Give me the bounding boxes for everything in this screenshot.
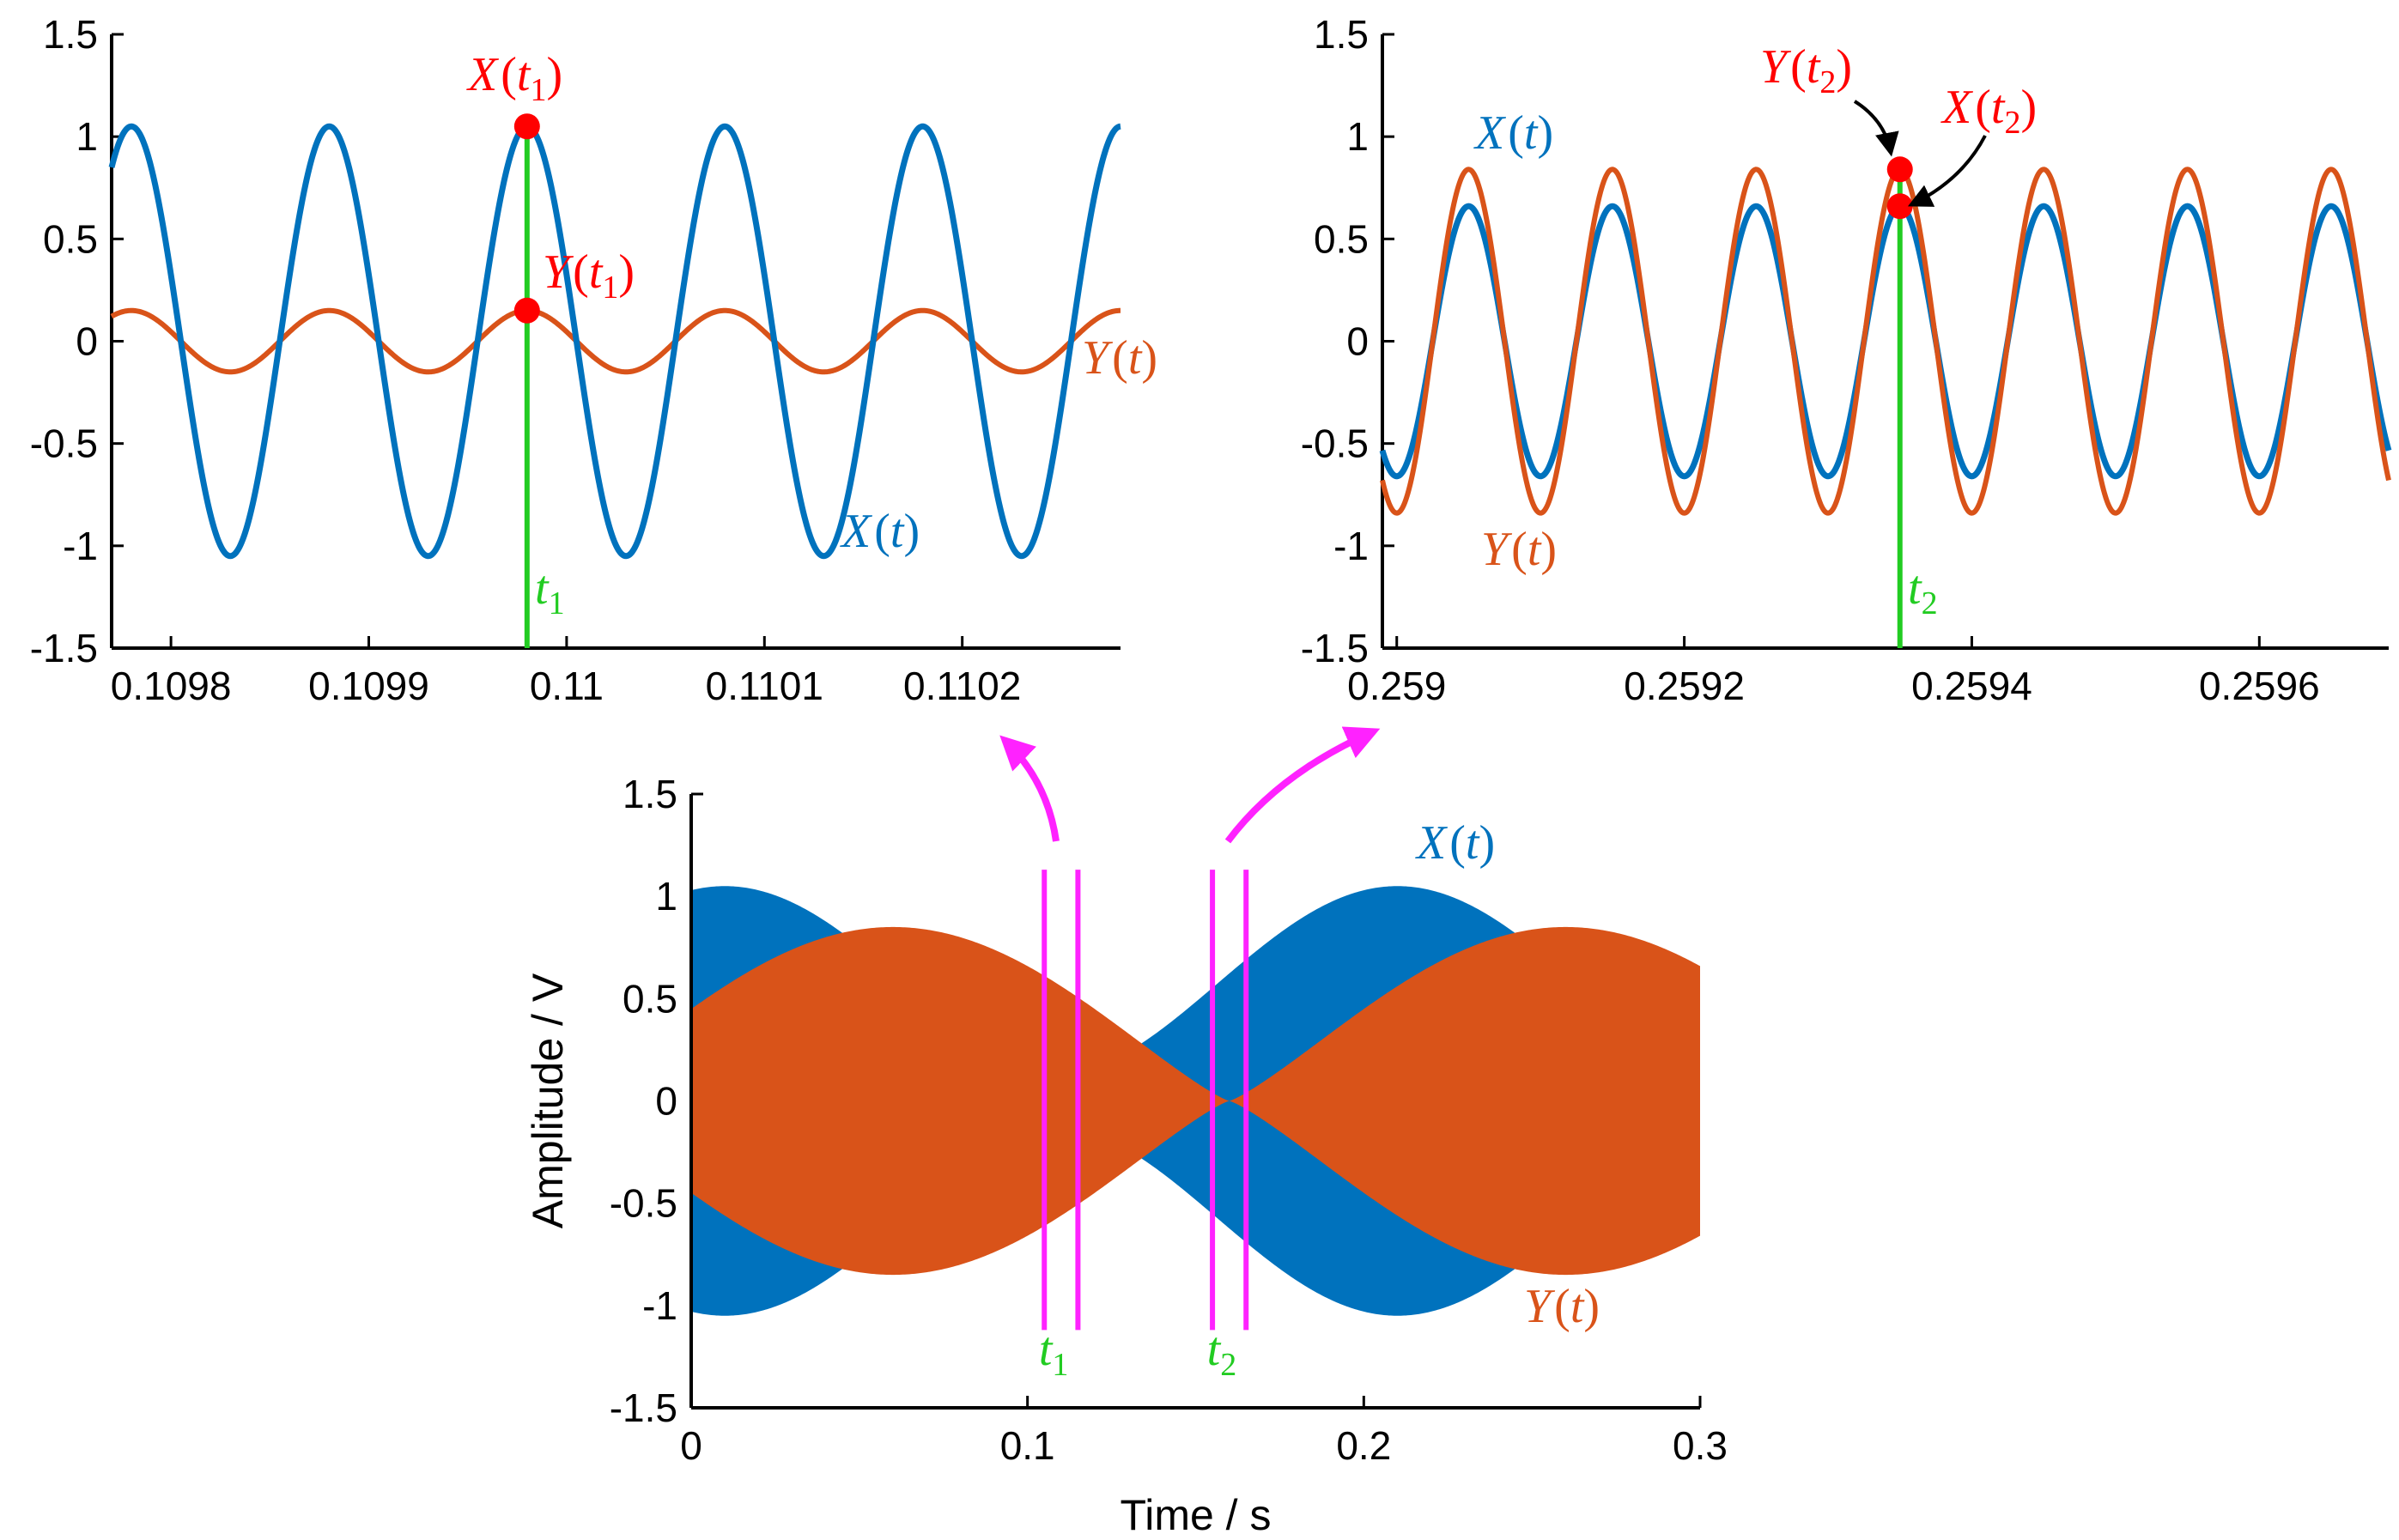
y-tick-label: 1 bbox=[655, 874, 677, 919]
series-x-line bbox=[108, 123, 1121, 560]
label-x-t: X(t) bbox=[840, 505, 920, 558]
zoom-plot-t1: -1.5 -1 -0.5 0 0.5 1 1.5 0.1098 0.1099 0.11 0.1101… bbox=[30, 12, 1157, 708]
series-y-envelope bbox=[691, 926, 1700, 1276]
y-tick-label: -1.5 bbox=[610, 1385, 677, 1430]
x-tick-label: 0.2596 bbox=[2199, 664, 2320, 708]
y-tick-label: 1.5 bbox=[43, 12, 98, 57]
label-x-t2: X(t2) bbox=[1940, 81, 2037, 141]
x-axis-label: Time / s bbox=[1121, 1491, 1272, 1539]
point-x-t2 bbox=[1886, 193, 1913, 220]
callout-arrow-y-t2 bbox=[1853, 100, 1899, 157]
label-y-t: Y(t) bbox=[1082, 331, 1157, 385]
y-tick-label: 0 bbox=[76, 319, 98, 364]
point-y-t2 bbox=[1886, 156, 1913, 183]
x-tick-label: 0.2594 bbox=[1911, 664, 2032, 708]
zoom-plot-t2: -1.5 -1 -0.5 0 0.5 1 1.5 0.259 0.2592 0.2594 0.259… bbox=[1301, 12, 2392, 708]
x-tick-label: 0.3 bbox=[1673, 1423, 1728, 1468]
x-tick-label: 0.1098 bbox=[111, 664, 232, 708]
y-tick-label: -0.5 bbox=[610, 1181, 677, 1226]
y-tick-label: 0.5 bbox=[1314, 216, 1369, 261]
x-tick-label: 0.259 bbox=[1347, 664, 1446, 708]
y-axis-label: Amplitude / V bbox=[524, 973, 572, 1228]
label-x-t: X(t) bbox=[1473, 106, 1553, 160]
x-tick-label: 0 bbox=[680, 1423, 702, 1468]
arrow-window-t1-to-zoom bbox=[999, 735, 1060, 842]
point-y-t1 bbox=[513, 297, 540, 324]
series-y-line bbox=[1380, 167, 2391, 516]
y-tick-label: 1.5 bbox=[1314, 12, 1369, 57]
window-label-t1: t1 bbox=[1039, 1323, 1069, 1383]
overview-plot: -1.5 -1 -0.5 0 0.5 1 1.5 0 0.1 0.2 0.3 t1 t2 X(t) Y(t)… bbox=[524, 772, 1728, 1539]
x-tick-label: 0.2 bbox=[1336, 1423, 1391, 1468]
window-label-t2: t2 bbox=[1207, 1323, 1237, 1383]
label-t2: t2 bbox=[1908, 561, 1938, 621]
point-x-t1 bbox=[513, 113, 540, 140]
y-tick-label: -1 bbox=[1333, 524, 1369, 568]
y-tick-label: 1 bbox=[1346, 114, 1369, 159]
x-tick-label: 0.1102 bbox=[903, 664, 1021, 708]
label-x-t: X(t) bbox=[1415, 816, 1495, 870]
x-tick-label: 0.1101 bbox=[706, 664, 823, 708]
y-tick-label: -1 bbox=[63, 524, 98, 568]
y-tick-label: 0.5 bbox=[623, 976, 677, 1021]
x-tick-label: 0.11 bbox=[530, 664, 604, 708]
label-y-t: Y(t) bbox=[1524, 1280, 1600, 1333]
y-tick-label: 0 bbox=[1346, 319, 1369, 364]
y-tick-label: 1 bbox=[76, 114, 98, 159]
y-tick-label: 0.5 bbox=[43, 216, 98, 261]
arrow-window-t2-to-zoom bbox=[1224, 726, 1381, 844]
label-y-t1: Y(t1) bbox=[543, 246, 635, 306]
x-tick-label: 0.1 bbox=[1000, 1423, 1055, 1468]
callout-arrow-x-t2 bbox=[1907, 135, 1987, 207]
y-tick-label: 1.5 bbox=[623, 772, 677, 816]
label-y-t: Y(t) bbox=[1481, 523, 1557, 576]
y-tick-label: -1.5 bbox=[30, 626, 98, 670]
label-x-t1: X(t1) bbox=[466, 48, 562, 108]
y-tick-label: 0 bbox=[655, 1079, 677, 1124]
label-t1: t1 bbox=[535, 561, 565, 621]
x-tick-label: 0.2592 bbox=[1624, 664, 1745, 708]
label-y-t2: Y(t2) bbox=[1760, 40, 1852, 100]
y-tick-label: -0.5 bbox=[30, 421, 98, 466]
x-tick-label: 0.1099 bbox=[308, 664, 429, 708]
y-tick-label: -1.5 bbox=[1301, 626, 1369, 670]
y-tick-label: -1 bbox=[642, 1283, 677, 1328]
y-tick-label: -0.5 bbox=[1301, 421, 1369, 466]
